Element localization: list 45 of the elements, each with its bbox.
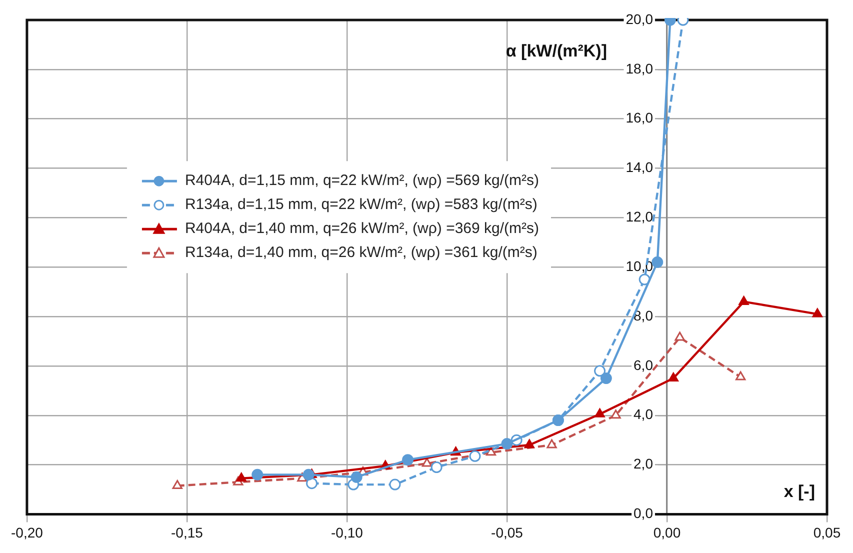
legend-label: R404A, d=1,15 mm, q=22 kW/m², (wρ) =569 kg/(m²s)	[184, 172, 540, 190]
legend-label: R404A, d=1,40 mm, q=26 kW/m², (wρ) =369 kg/(m²s)	[184, 220, 540, 238]
y-axis-title: α [kW/(m²K)]	[506, 42, 607, 61]
point	[430, 462, 442, 473]
point	[736, 371, 746, 380]
point	[668, 372, 678, 382]
point	[594, 408, 605, 418]
point	[306, 478, 318, 490]
point	[812, 308, 822, 318]
y-tick-label: 20,0	[626, 10, 654, 27]
y-tick-label: 12,0	[626, 208, 654, 225]
point	[610, 410, 621, 419]
y-tick-label: 18,0	[626, 60, 654, 76]
legend-label: R134a, d=1,15 mm, q=22 kW/m², (wρ) =583 kg/(m²s)	[184, 196, 538, 214]
x-axis-title: x [-]	[784, 482, 815, 501]
point	[524, 439, 534, 448]
y-tick-label: 14,0	[626, 159, 654, 176]
point	[469, 450, 481, 462]
y-tick-label: 4,0	[634, 406, 654, 422]
x-tick-label: -0,15	[171, 524, 204, 540]
point	[389, 478, 401, 490]
x-tick-label: 0,05	[813, 524, 841, 540]
x-tick-label: 0,00	[653, 524, 681, 540]
point	[501, 438, 513, 450]
point	[594, 365, 606, 377]
point	[652, 256, 664, 268]
x-tick-label: -0,20	[10, 524, 44, 540]
y-tick-label: 2,0	[634, 456, 654, 472]
y-tick-label: 6,0	[634, 356, 654, 373]
point	[422, 458, 432, 467]
point	[402, 454, 414, 466]
point	[600, 372, 612, 384]
point	[302, 468, 314, 480]
point	[236, 472, 246, 482]
y-tick-label: 16,0	[626, 110, 654, 126]
point	[350, 471, 362, 483]
point	[738, 296, 749, 305]
y-tick-label: 0,0	[634, 505, 654, 522]
legend-label: R134a, d=1,40 mm, q=26 kW/m², (wρ) =361 kg/(m²s)	[184, 244, 538, 262]
point	[252, 468, 264, 480]
point	[674, 332, 685, 341]
x-tick-label: -0,10	[331, 524, 364, 540]
x-tick-label: -0,05	[491, 524, 524, 540]
point	[546, 439, 557, 448]
point	[172, 480, 182, 490]
